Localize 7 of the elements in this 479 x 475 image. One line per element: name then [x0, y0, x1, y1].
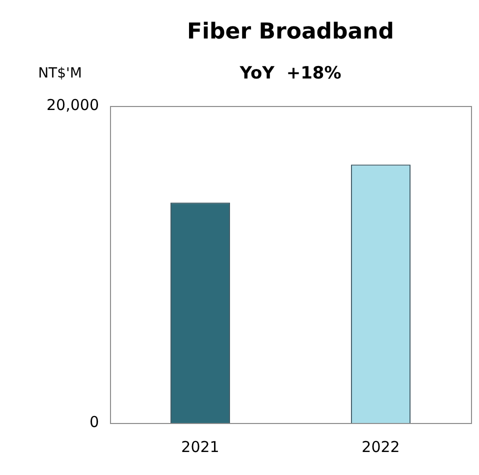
- chart-title: Fiber Broadband: [186, 20, 394, 45]
- y-axis-title: NT$'M: [38, 66, 82, 82]
- y-tick-label: 20,000: [46, 96, 99, 114]
- y-tick-label: 0: [89, 412, 99, 431]
- x-tick-label: 2021: [181, 438, 220, 456]
- chart-subtitle: YoY +18%: [238, 63, 342, 84]
- x-tick-label: 2022: [362, 438, 400, 456]
